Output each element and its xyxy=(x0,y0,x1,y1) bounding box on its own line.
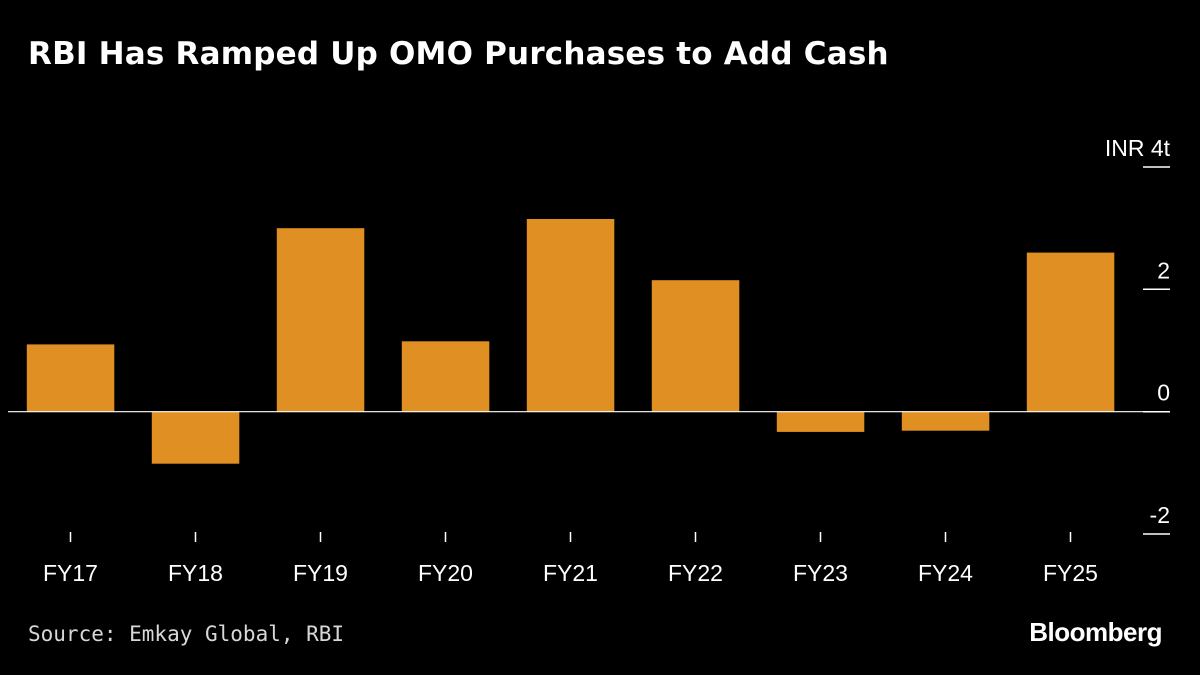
x-tick-label: FY24 xyxy=(918,560,973,586)
bar-fy25 xyxy=(1026,252,1115,412)
chart-title: RBI Has Ramped Up OMO Purchases to Add C… xyxy=(28,36,889,72)
bar-fy24 xyxy=(901,411,990,431)
bar-fy21 xyxy=(526,219,615,412)
labels-layer: FY17 FY18 FY19 FY20 FY21 FY22 FY23 FY24 FY25 -2 0 2… xyxy=(43,135,1171,586)
x-tick-label: FY18 xyxy=(168,560,223,586)
y-tick-label: 0 xyxy=(1157,380,1170,406)
source-note: Source: Emkay Global, RBI xyxy=(28,622,345,646)
axis-layer xyxy=(8,166,1170,542)
x-tick-label: FY22 xyxy=(668,560,723,586)
bar-fy22 xyxy=(651,280,740,412)
x-tick-label: FY20 xyxy=(418,560,473,586)
bar-fy20 xyxy=(401,341,490,412)
x-tick-label: FY17 xyxy=(43,560,98,586)
x-tick-label: FY23 xyxy=(793,560,848,586)
y-tick-label: -2 xyxy=(1150,502,1170,528)
x-tick-label: FY21 xyxy=(543,560,598,586)
bar-fy23 xyxy=(776,411,865,432)
y-tick-label: INR 4t xyxy=(1105,135,1171,161)
bar-fy18 xyxy=(151,411,240,464)
bar-fy17 xyxy=(26,344,115,412)
y-tick-label: 2 xyxy=(1157,257,1170,283)
bar-fy19 xyxy=(276,228,365,412)
x-tick-label: FY19 xyxy=(293,560,348,586)
bars-layer xyxy=(26,219,1115,464)
bloomberg-logo: Bloomberg xyxy=(1029,617,1162,647)
x-tick-label: FY25 xyxy=(1043,560,1098,586)
